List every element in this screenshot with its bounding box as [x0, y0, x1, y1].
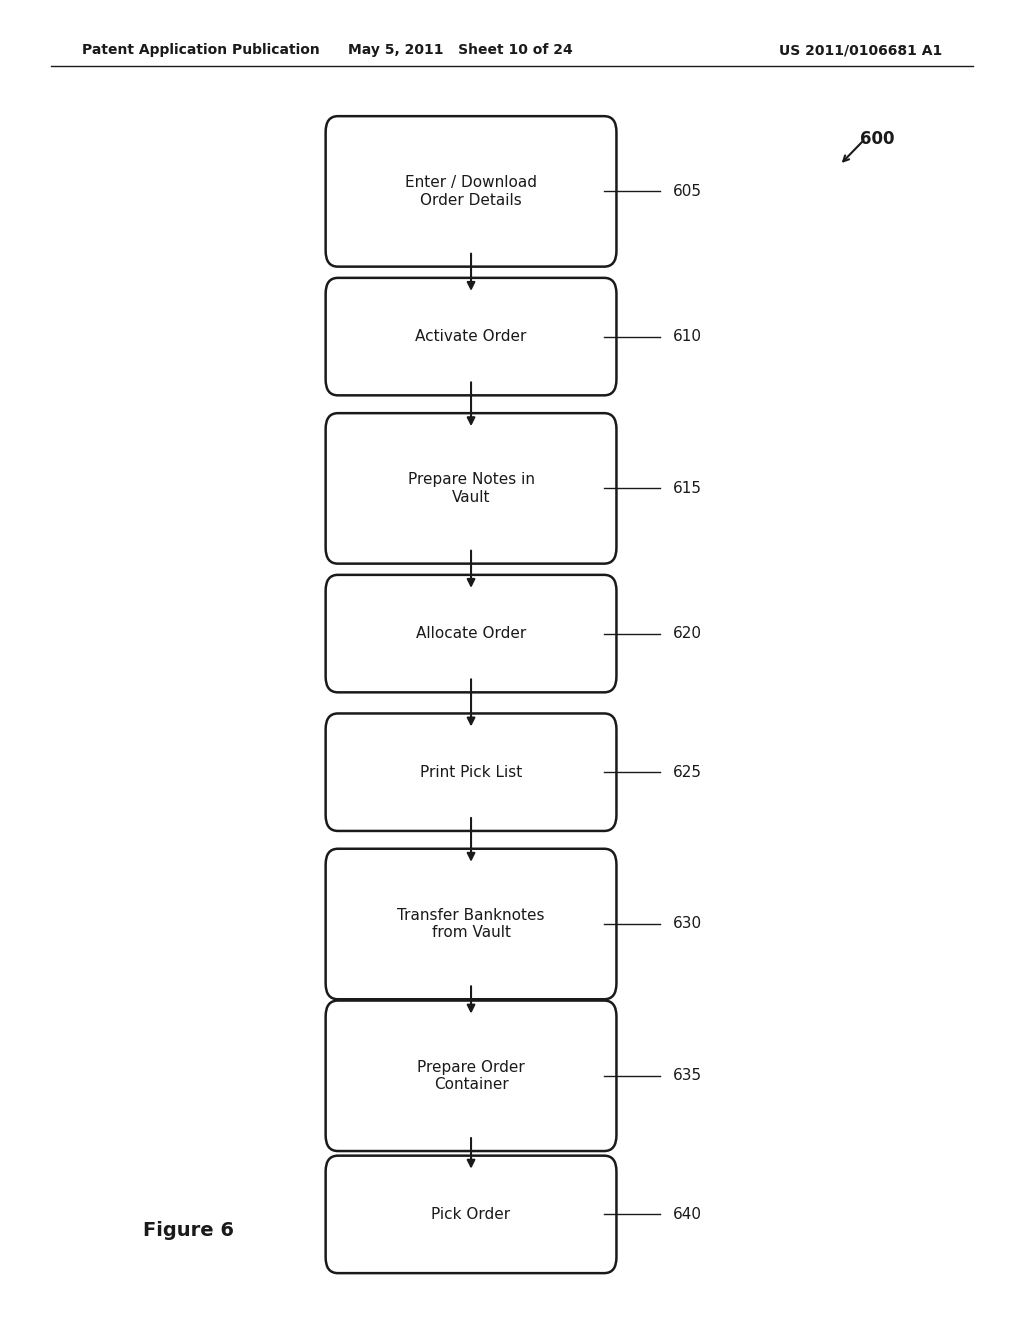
FancyBboxPatch shape [326, 849, 616, 999]
FancyBboxPatch shape [326, 1156, 616, 1272]
Text: 605: 605 [673, 183, 701, 199]
FancyBboxPatch shape [326, 714, 616, 832]
FancyBboxPatch shape [326, 1001, 616, 1151]
FancyBboxPatch shape [326, 413, 616, 564]
Text: Pick Order: Pick Order [431, 1206, 511, 1222]
Text: Figure 6: Figure 6 [143, 1221, 234, 1239]
Text: Activate Order: Activate Order [416, 329, 526, 345]
Text: 625: 625 [673, 764, 701, 780]
Text: Prepare Notes in
Vault: Prepare Notes in Vault [408, 473, 535, 504]
Text: US 2011/0106681 A1: US 2011/0106681 A1 [779, 44, 942, 57]
Text: Patent Application Publication: Patent Application Publication [82, 44, 319, 57]
Text: 635: 635 [673, 1068, 701, 1084]
Text: 600: 600 [860, 129, 895, 148]
Text: 630: 630 [673, 916, 701, 932]
FancyBboxPatch shape [326, 116, 616, 267]
Text: Enter / Download
Order Details: Enter / Download Order Details [406, 176, 537, 207]
Text: May 5, 2011   Sheet 10 of 24: May 5, 2011 Sheet 10 of 24 [348, 44, 573, 57]
Text: Prepare Order
Container: Prepare Order Container [417, 1060, 525, 1092]
Text: Print Pick List: Print Pick List [420, 764, 522, 780]
Text: 640: 640 [673, 1206, 701, 1222]
Text: Transfer Banknotes
from Vault: Transfer Banknotes from Vault [397, 908, 545, 940]
Text: 615: 615 [673, 480, 701, 496]
Text: Allocate Order: Allocate Order [416, 626, 526, 642]
FancyBboxPatch shape [326, 279, 616, 396]
Text: 620: 620 [673, 626, 701, 642]
FancyBboxPatch shape [326, 576, 616, 692]
Text: 610: 610 [673, 329, 701, 345]
